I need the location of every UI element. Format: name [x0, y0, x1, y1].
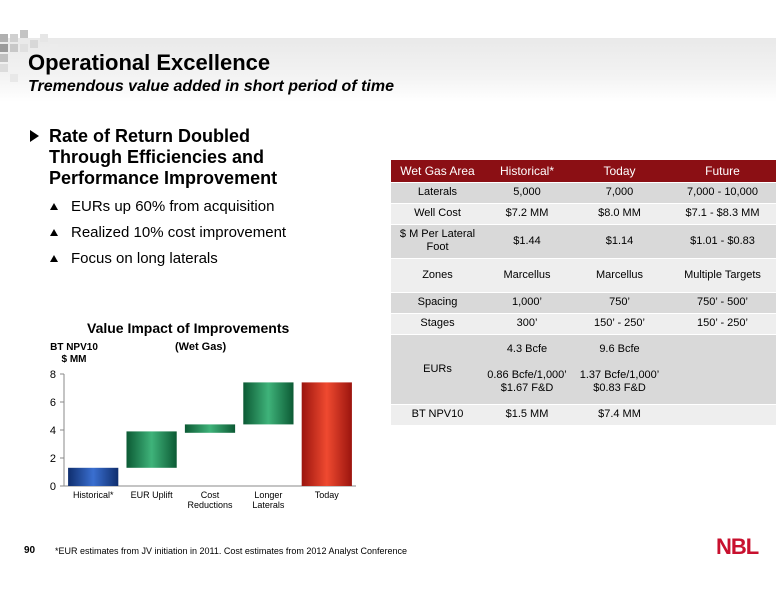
chart-title: Value Impact of Improvements [87, 320, 290, 336]
footnote: *EUR estimates from JV initiation in 201… [55, 546, 407, 556]
table-cell: $7.1 - $8.3 MM [669, 202, 776, 224]
table-cell: 750’ - 500’ [669, 291, 776, 313]
table-cell: 4.3 Bcfe 0.86 Bcfe/1,000’ $1.67 F&D [484, 333, 570, 404]
pixel-decoration [0, 30, 58, 82]
x-tick-label: Longer Laterals [252, 490, 285, 510]
table-cell: 750’ [570, 291, 669, 313]
eur-fd-cost: $1.67 F&D [500, 382, 554, 394]
arrow-bullet-icon [30, 130, 39, 142]
y-axis-label-line: BT NPV10 [50, 342, 98, 353]
table-cell: 150’ - 250’ [669, 312, 776, 334]
table-cell: $7.2 MM [484, 202, 570, 224]
eur-per-foot: 1.37 Bcfe/1,000’ [579, 369, 660, 381]
table-cell: Marcellus [570, 257, 669, 292]
row-label: EURs [391, 333, 484, 404]
bar [243, 382, 294, 425]
comparison-table: Wet Gas Area Historical* Today Future La… [391, 160, 776, 425]
column-header: Today [570, 160, 669, 182]
table-row: Zones Marcellus Marcellus Multiple Targe… [391, 257, 776, 292]
waterfall-chart: 0 2 4 6 8 Historical* EUR Uplift Cost Reductions… [50, 369, 356, 510]
eur-total: 4.3 Bcfe [506, 343, 548, 355]
y-tick-label: 6 [50, 397, 56, 409]
top-band [0, 0, 776, 40]
table-cell: 300’ [484, 312, 570, 334]
table-row: $ M Per Lateral Foot $1.44 $1.14 $1.01 -… [391, 223, 776, 258]
table-cell: 9.6 Bcfe 1.37 Bcfe/1,000’ $0.83 F&D [570, 333, 669, 404]
table-cell [669, 333, 776, 404]
x-tick-label: Cost Reductions [187, 490, 233, 510]
row-label: Well Cost [391, 202, 484, 224]
list-item: Focus on long laterals [50, 246, 286, 272]
table-row: EURs 4.3 Bcfe 0.86 Bcfe/1,000’ $1.67 F&D… [391, 333, 776, 404]
table-cell: $1.01 - $0.83 [669, 223, 776, 258]
table-cell: 1,000’ [484, 291, 570, 313]
header-band [0, 38, 776, 102]
column-header: Future [669, 160, 776, 182]
table-header-row: Wet Gas Area Historical* Today Future [391, 160, 776, 182]
triangle-bullet-icon [50, 203, 58, 210]
table-cell [669, 403, 776, 425]
bar [301, 382, 352, 486]
table-cell: 5,000 [484, 181, 570, 203]
row-label: Zones [391, 257, 484, 292]
row-label: Stages [391, 312, 484, 334]
triangle-bullet-icon [50, 255, 58, 262]
table-cell: 7,000 - 10,000 [669, 181, 776, 203]
table-row: Well Cost $7.2 MM $8.0 MM $7.1 - $8.3 MM [391, 202, 776, 224]
slide-subtitle: Tremendous value added in short period o… [28, 78, 394, 95]
x-tick-label: Historical* [73, 490, 114, 500]
column-header: Wet Gas Area [391, 160, 484, 182]
y-tick-label: 2 [50, 453, 56, 465]
main-bullet-text: Rate of Return Doubled Through Efficienc… [49, 126, 278, 188]
column-header: Historical* [484, 160, 570, 182]
y-tick-label: 8 [50, 369, 56, 381]
table-cell: $1.44 [484, 223, 570, 258]
x-tick-label: EUR Uplift [131, 490, 174, 500]
table-row: BT NPV10 $1.5 MM $7.4 MM [391, 403, 776, 425]
row-label: Spacing [391, 291, 484, 313]
table-row: Stages 300’ 150’ - 250’ 150’ - 250’ [391, 312, 776, 334]
list-item: Realized 10% cost improvement [50, 220, 286, 246]
table-cell: $1.5 MM [484, 403, 570, 425]
row-label: BT NPV10 [391, 403, 484, 425]
y-tick-label: 0 [50, 481, 56, 493]
bar [184, 424, 236, 433]
sub-bullet-list: EURs up 60% from acquisition Realized 10… [50, 194, 286, 272]
y-axis-label-line: $ MM [61, 354, 87, 365]
table-row: Spacing 1,000’ 750’ 750’ - 500’ [391, 291, 776, 313]
row-label: $ M Per Lateral Foot [391, 223, 484, 258]
table-cell: 150’ - 250’ [570, 312, 669, 334]
bar [68, 467, 119, 486]
main-bullet: Rate of Return Doubled Through Efficienc… [30, 126, 320, 189]
eur-per-foot: 0.86 Bcfe/1,000’ [487, 369, 567, 381]
triangle-bullet-icon [50, 229, 58, 236]
table-cell: Multiple Targets [669, 257, 776, 292]
page-number: 90 [24, 545, 36, 556]
row-label: Laterals [391, 181, 484, 203]
table-cell: $7.4 MM [570, 403, 669, 425]
table-cell: Marcellus [484, 257, 570, 292]
list-item: EURs up 60% from acquisition [50, 194, 286, 220]
eur-fd-cost: $0.83 F&D [593, 382, 646, 394]
table-cell: $1.14 [570, 223, 669, 258]
y-axis-label: BT NPV10 $ MM [44, 342, 104, 366]
y-tick-label: 4 [50, 425, 56, 437]
eur-total: 9.6 Bcfe [599, 343, 640, 355]
table-row: Laterals 5,000 7,000 7,000 - 10,000 [391, 181, 776, 203]
logo-text: NBL [716, 534, 759, 559]
nbl-logo: NBL [716, 534, 760, 559]
bar [126, 431, 177, 468]
table-cell: 7,000 [570, 181, 669, 203]
slide-title: Operational Excellence [28, 50, 271, 75]
x-tick-label: Today [315, 490, 340, 500]
chart-subtitle: (Wet Gas) [175, 341, 227, 353]
table-cell: $8.0 MM [570, 202, 669, 224]
